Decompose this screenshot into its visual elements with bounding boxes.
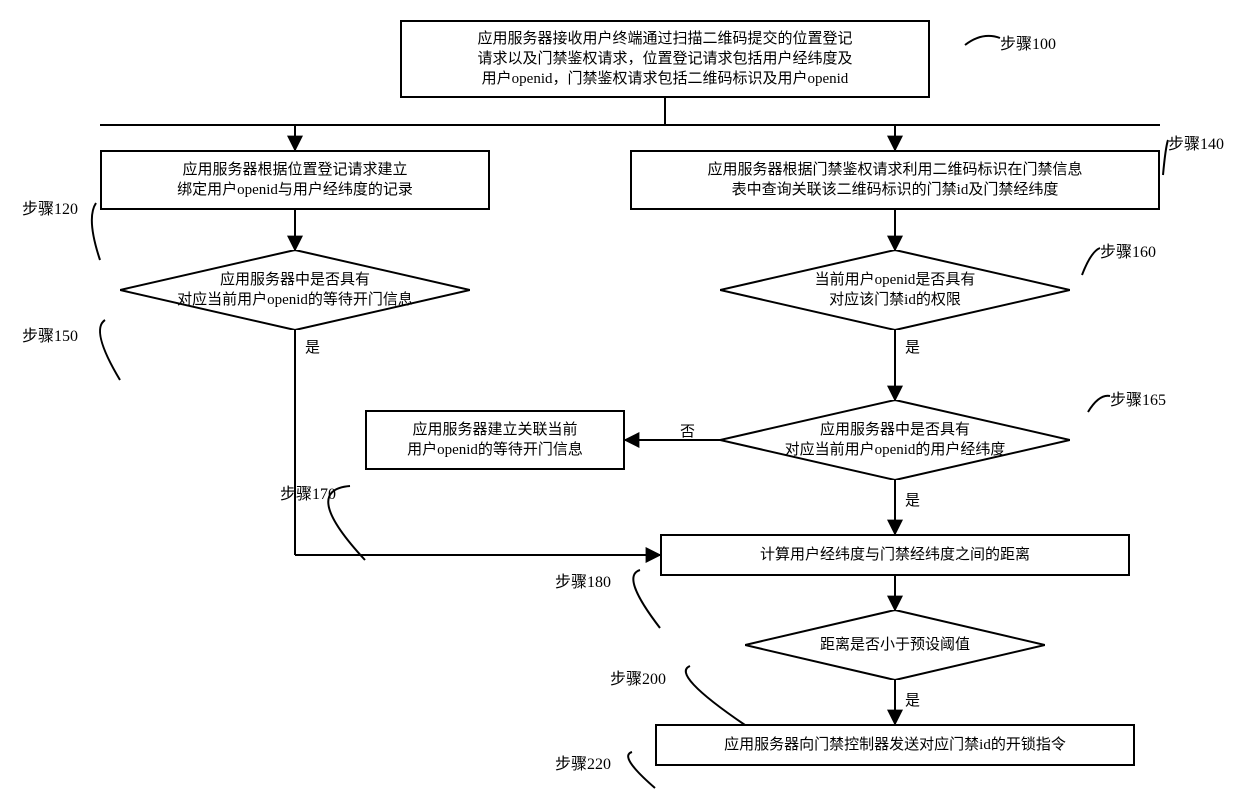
node-220: 应用服务器向门禁控制器发送对应门禁id的开锁指令	[655, 724, 1135, 766]
node-200: 距离是否小于预设阈值	[745, 610, 1045, 680]
edge-label-160-yes: 是	[905, 336, 920, 357]
step-label-180: 步骤180	[555, 568, 611, 592]
node-100: 应用服务器接收用户终端通过扫描二维码提交的位置登记请求以及门禁鉴权请求，位置登记…	[400, 20, 930, 98]
step-label-165: 步骤165	[1110, 386, 1166, 410]
node-160-text: 当前用户openid是否具有对应该门禁id的权限	[815, 270, 976, 311]
edge-label-165-yes: 是	[905, 489, 920, 510]
step-label-150: 步骤150	[22, 322, 78, 346]
step-label-220: 步骤220	[555, 750, 611, 774]
node-165-text: 应用服务器中是否具有对应当前用户openid的用户经纬度	[785, 420, 1006, 461]
step-label-140: 步骤140	[1168, 130, 1224, 154]
node-120: 应用服务器根据位置登记请求建立绑定用户openid与用户经纬度的记录	[100, 150, 490, 210]
step-label-160: 步骤160	[1100, 238, 1156, 262]
node-165: 应用服务器中是否具有对应当前用户openid的用户经纬度	[720, 400, 1070, 480]
edge-label-200-yes: 是	[905, 689, 920, 710]
node-170: 应用服务器建立关联当前用户openid的等待开门信息	[365, 410, 625, 470]
edge-label-165-no: 否	[680, 420, 695, 441]
step-label-170: 步骤170	[280, 480, 336, 504]
node-140: 应用服务器根据门禁鉴权请求利用二维码标识在门禁信息表中查询关联该二维码标识的门禁…	[630, 150, 1160, 210]
node-150-text: 应用服务器中是否具有对应当前用户openid的等待开门信息	[177, 270, 413, 311]
node-160: 当前用户openid是否具有对应该门禁id的权限	[720, 250, 1070, 330]
edge-label-150-yes: 是	[305, 336, 320, 357]
step-label-120: 步骤120	[22, 195, 78, 219]
node-150: 应用服务器中是否具有对应当前用户openid的等待开门信息	[120, 250, 470, 330]
step-label-100: 步骤100	[1000, 30, 1056, 54]
step-label-200: 步骤200	[610, 665, 666, 689]
node-200-text: 距离是否小于预设阈值	[820, 635, 970, 655]
node-180: 计算用户经纬度与门禁经纬度之间的距离	[660, 534, 1130, 576]
